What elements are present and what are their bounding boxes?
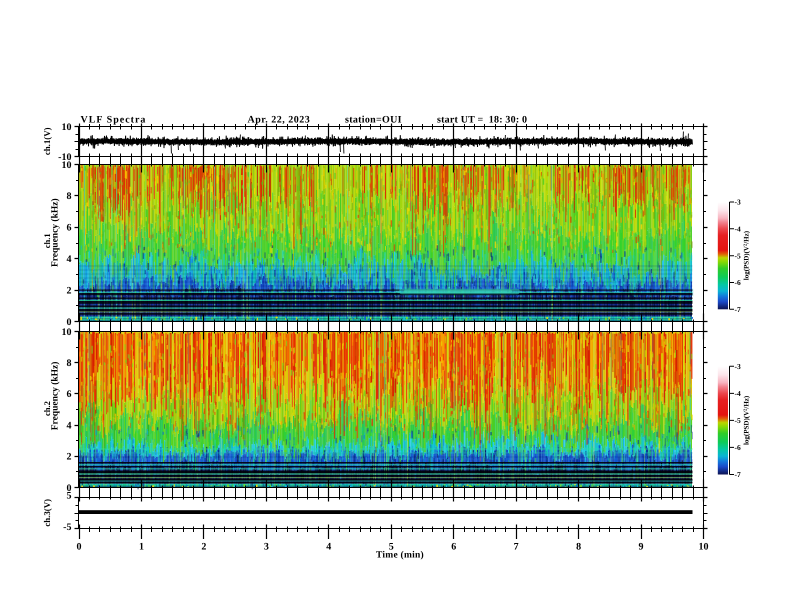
svg-text:-5: -5 bbox=[735, 416, 741, 425]
svg-text:ch.2: ch.2 bbox=[42, 401, 52, 416]
svg-text:-6: -6 bbox=[735, 443, 741, 452]
svg-text:ch.1: ch.1 bbox=[42, 233, 52, 248]
svg-text:-4: -4 bbox=[735, 224, 741, 233]
svg-text:6: 6 bbox=[67, 389, 72, 400]
svg-text:6: 6 bbox=[67, 223, 72, 234]
svg-text:ch.1(V): ch.1(V) bbox=[42, 127, 52, 155]
svg-text:3: 3 bbox=[264, 542, 269, 553]
svg-text:2: 2 bbox=[67, 285, 72, 296]
svg-text:-3: -3 bbox=[735, 198, 741, 207]
svg-text:2: 2 bbox=[201, 542, 206, 553]
svg-text:Time (min): Time (min) bbox=[376, 551, 424, 561]
svg-text:Frequency (kHz): Frequency (kHz) bbox=[51, 198, 61, 267]
svg-text:4: 4 bbox=[67, 254, 72, 265]
svg-text:0: 0 bbox=[67, 483, 72, 494]
svg-text:8: 8 bbox=[576, 542, 581, 553]
svg-text:5: 5 bbox=[67, 491, 72, 502]
svg-text:9: 9 bbox=[639, 542, 644, 553]
svg-text:station=OUI: station=OUI bbox=[345, 114, 402, 125]
svg-text:log(PSD)(V2/Hz): log(PSD)(V2/Hz) bbox=[742, 230, 751, 280]
svg-text:10: 10 bbox=[699, 542, 709, 553]
svg-text:VLF Spectra: VLF Spectra bbox=[81, 115, 147, 126]
svg-text:-7: -7 bbox=[735, 470, 741, 479]
svg-text:-4: -4 bbox=[735, 389, 741, 398]
svg-text:Frequency (kHz): Frequency (kHz) bbox=[51, 362, 61, 431]
svg-text:-5: -5 bbox=[735, 251, 741, 260]
svg-text:ch.3(V): ch.3(V) bbox=[42, 499, 52, 527]
svg-text:5: 5 bbox=[389, 542, 394, 553]
svg-text:0: 0 bbox=[77, 542, 82, 553]
svg-text:-7: -7 bbox=[735, 305, 741, 314]
svg-text:1: 1 bbox=[139, 542, 144, 553]
svg-text:-3: -3 bbox=[735, 362, 741, 371]
svg-text:-10: -10 bbox=[58, 152, 71, 163]
svg-text:log(PSD)(V2/Hz): log(PSD)(V2/Hz) bbox=[742, 395, 751, 445]
svg-text:2: 2 bbox=[67, 452, 72, 463]
svg-text:Apr. 22, 2023: Apr. 22, 2023 bbox=[248, 114, 311, 125]
svg-text:4: 4 bbox=[67, 420, 72, 431]
svg-text:-5: -5 bbox=[63, 522, 71, 533]
svg-text:start UT = 18: 30: 0: start UT = 18: 30: 0 bbox=[437, 114, 527, 125]
svg-text:7: 7 bbox=[514, 542, 519, 553]
svg-text:8: 8 bbox=[67, 358, 72, 369]
svg-text:6: 6 bbox=[451, 542, 456, 553]
svg-text:4: 4 bbox=[326, 542, 331, 553]
svg-text:0: 0 bbox=[67, 317, 72, 328]
svg-text:10: 10 bbox=[62, 160, 72, 171]
svg-text:-6: -6 bbox=[735, 278, 741, 287]
svg-text:10: 10 bbox=[62, 327, 72, 338]
svg-text:8: 8 bbox=[67, 191, 72, 202]
svg-text:10: 10 bbox=[62, 122, 72, 133]
